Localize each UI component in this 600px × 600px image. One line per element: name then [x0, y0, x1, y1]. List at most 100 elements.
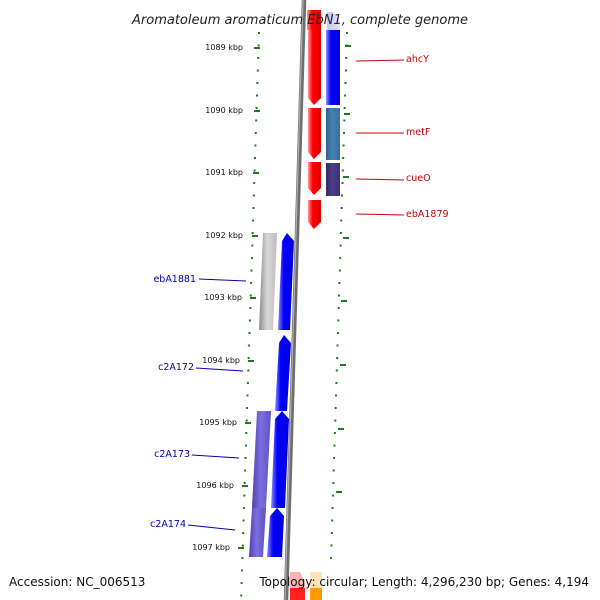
- ruler-tick: [254, 47, 260, 49]
- gene-label[interactable]: c2A174: [150, 519, 186, 530]
- gene-block[interactable]: [252, 411, 271, 508]
- gene-block[interactable]: [308, 30, 321, 105]
- ruler-dot: [254, 157, 256, 159]
- ruler-tick: [343, 237, 349, 239]
- ruler-label: 1090 kbp: [205, 106, 243, 115]
- gene-labels-right: ahcY metF cueO ebA1879: [355, 54, 449, 220]
- ruler-dot: [331, 507, 334, 509]
- gene-label[interactable]: c2A172: [158, 362, 194, 373]
- ruler-dot: [332, 469, 335, 472]
- topology-label: Topology: circular; Length: 4,296,230 bp…: [258, 575, 589, 589]
- ruler-ticks: [238, 45, 351, 549]
- ruler-dot: [337, 319, 340, 322]
- ruler-dot: [248, 332, 251, 334]
- ruler-tick: [253, 172, 259, 174]
- ruler-dot: [344, 69, 347, 72]
- ruler-dot: [249, 294, 252, 297]
- ruler-dot: [335, 369, 338, 372]
- ruler-tick: [248, 360, 254, 362]
- ruler-dot: [330, 532, 333, 534]
- ruler-dot: [337, 307, 340, 309]
- ruler-dot: [241, 557, 244, 559]
- ruler-label: 1091 kbp: [205, 168, 243, 177]
- ruler-dot: [250, 269, 253, 272]
- ruler-dot: [330, 544, 333, 547]
- label-leader-line: [198, 278, 247, 282]
- ruler-dot: [334, 419, 337, 422]
- ruler-tick: [341, 300, 347, 302]
- ruler-dot: [248, 319, 251, 322]
- gene-block[interactable]: [271, 411, 289, 508]
- ruler-dot: [345, 57, 348, 59]
- gene-track-forward: [290, 10, 340, 600]
- gene-block[interactable]: [310, 588, 322, 600]
- gene-block[interactable]: [326, 108, 340, 160]
- label-leader-line: [355, 213, 405, 216]
- ruler-dot: [333, 432, 336, 434]
- ruler-dot: [247, 369, 250, 372]
- ruler-tick: [345, 45, 351, 47]
- ruler-dot: [242, 507, 245, 509]
- ruler-dot: [248, 344, 251, 347]
- ruler-dot: [254, 132, 257, 134]
- ruler-dot: [339, 244, 342, 247]
- ruler-dot: [346, 32, 348, 34]
- ruler-label: 1097 kbp: [192, 543, 230, 552]
- gene-label[interactable]: metF: [406, 127, 430, 138]
- gene-label[interactable]: ebA1881: [153, 274, 196, 285]
- label-leader-line: [191, 454, 240, 459]
- ruler-dot: [333, 444, 336, 447]
- gene-block[interactable]: [249, 508, 266, 557]
- gene-label[interactable]: ebA1879: [406, 209, 449, 220]
- genome-backbone-highlight: [284, 0, 304, 600]
- gene-block[interactable]: [267, 508, 284, 557]
- ruler-dot: [243, 494, 246, 497]
- ruler-tick: [252, 235, 258, 237]
- ruler-dot: [240, 582, 243, 584]
- ruler-dot: [332, 482, 335, 484]
- gene-block[interactable]: [259, 233, 277, 330]
- gene-block[interactable]: [290, 588, 305, 600]
- ruler-dot: [241, 544, 244, 547]
- gene-label[interactable]: cueO: [406, 173, 431, 184]
- ruler-dot: [246, 407, 249, 409]
- ruler-dot: [240, 594, 243, 597]
- gene-block[interactable]: [308, 108, 321, 159]
- ruler-dot: [340, 219, 343, 222]
- ruler-dot: [256, 82, 259, 84]
- ruler-tick: [343, 176, 349, 178]
- ruler-dot: [242, 519, 245, 522]
- gene-block[interactable]: [326, 163, 340, 196]
- ruler-dot: [255, 107, 258, 109]
- gene-block[interactable]: [326, 30, 340, 105]
- ruler-dot: [252, 207, 255, 209]
- ruler-dot: [340, 207, 343, 209]
- ruler-dot: [335, 382, 338, 384]
- ruler-tick: [238, 547, 244, 549]
- gene-block[interactable]: [308, 200, 321, 229]
- ruler-dot: [242, 532, 245, 534]
- gene-label[interactable]: ahcY: [406, 54, 429, 65]
- gene-label[interactable]: c2A173: [154, 449, 190, 460]
- ruler-dot: [246, 382, 249, 384]
- ruler-dot: [342, 157, 345, 159]
- ruler-dot: [338, 282, 341, 284]
- ruler-dot: [244, 444, 247, 447]
- ruler-dot: [335, 394, 337, 397]
- ruler-labels: 1089 kbp 1090 kbp 1091 kbp 1092 kbp 1093…: [192, 43, 243, 552]
- ruler-dot: [338, 269, 341, 272]
- gene-block[interactable]: [308, 162, 321, 195]
- gene-block[interactable]: [327, 12, 340, 30]
- label-leader-line: [355, 178, 405, 181]
- gene-block[interactable]: [278, 233, 294, 330]
- ruler-dot: [339, 232, 342, 234]
- ruler-tick: [336, 491, 342, 493]
- gene-block[interactable]: [275, 335, 291, 411]
- gene-block[interactable]: [307, 10, 321, 30]
- ruler-dot: [334, 407, 337, 409]
- ruler-tick: [250, 297, 256, 299]
- ruler-dot: [341, 194, 344, 197]
- label-leader-line: [355, 59, 405, 62]
- accession-label: Accession: NC_006513: [9, 575, 145, 589]
- label-leader-line: [195, 367, 244, 372]
